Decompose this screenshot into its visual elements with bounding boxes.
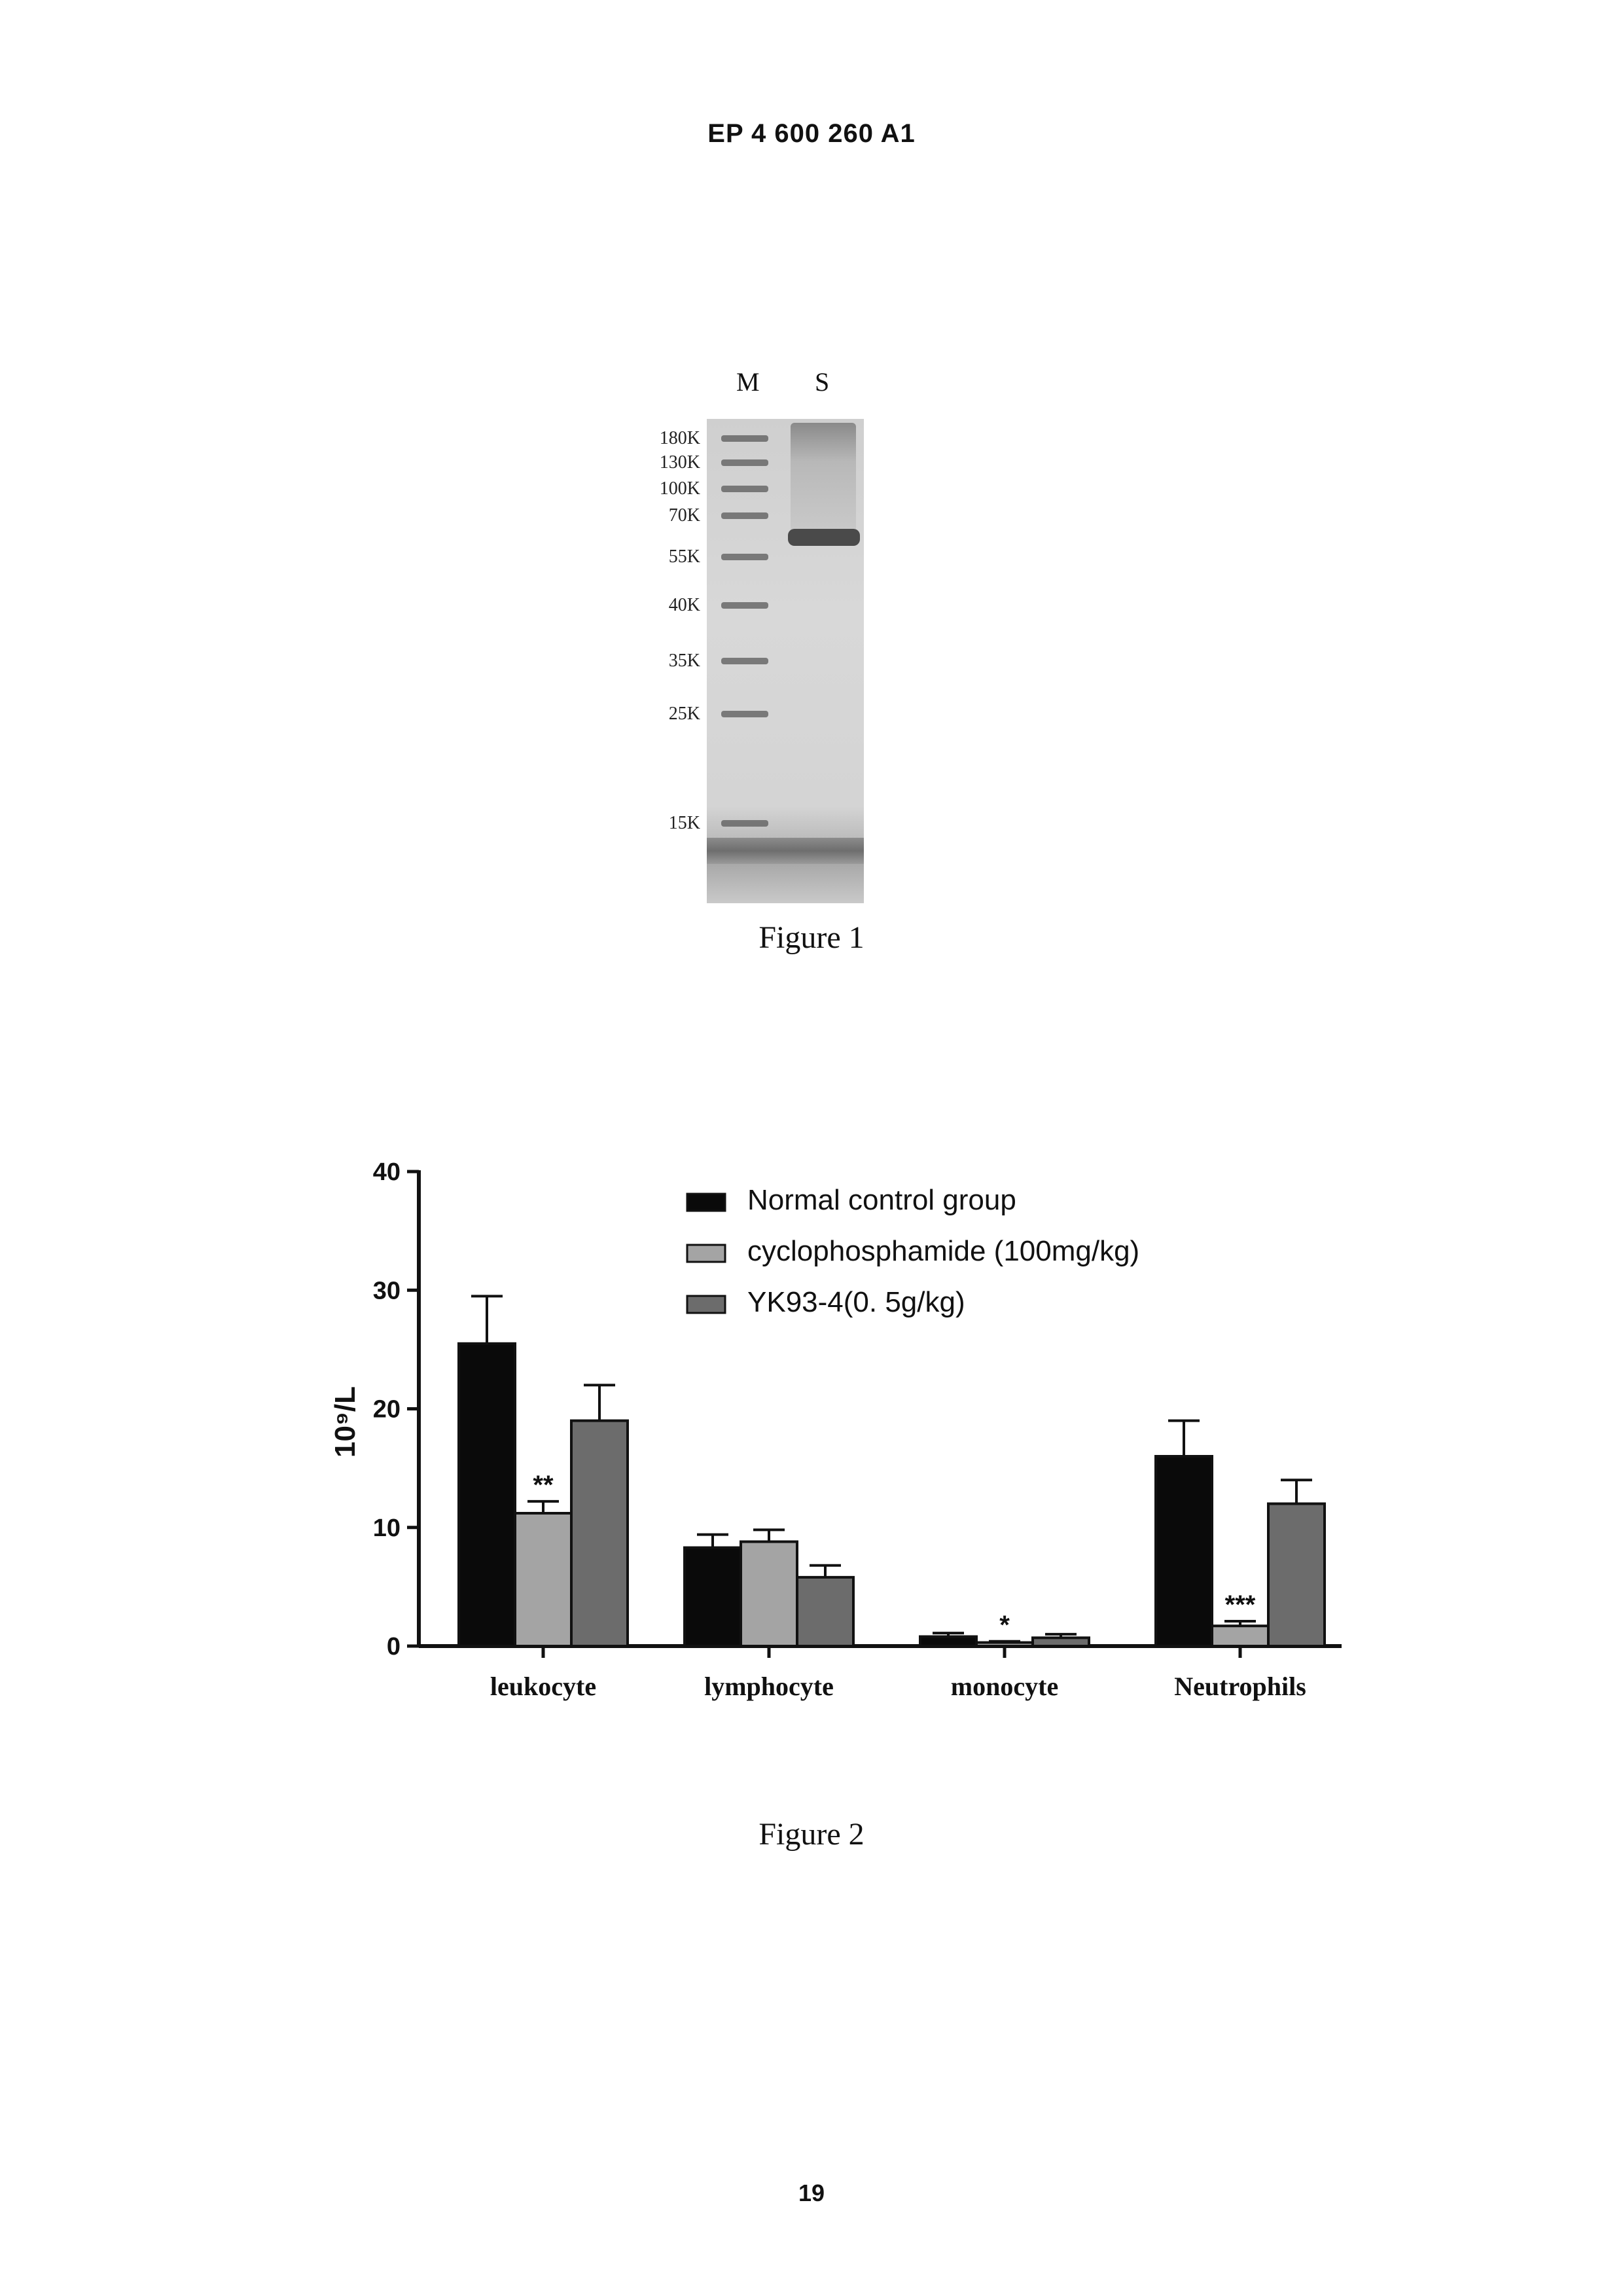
bar [515,1513,571,1646]
bar [571,1421,628,1646]
marker-label: 40K [669,595,700,616]
gel-figure: M S 180K 130K 100K 70K 55K 40K 35K 25K 15K [628,367,890,916]
blood-cell-bar-chart: 0 10 20 30 40 10⁹/L leukocyte lymphocyte monocyt… [308,1152,1355,1741]
marker-band [721,602,768,609]
marker-band [721,554,768,560]
bar [1156,1456,1212,1646]
figure1-caption: Figure 1 [0,920,1623,956]
bar [797,1577,853,1646]
marker-band [721,435,768,442]
publication-header: EP 4 600 260 A1 [0,119,1623,149]
marker-label: 70K [669,505,700,526]
bar [1212,1626,1268,1646]
marker-band [721,711,768,717]
gel-image [707,419,864,903]
legend-label: cyclophosphamide (100mg/kg) [747,1235,1139,1267]
legend-label: Normal control group [747,1184,1016,1216]
x-tick-label: leukocyte [490,1672,596,1701]
marker-band [721,486,768,492]
significance-mark: ** [533,1471,554,1499]
lane-label-m: M [736,367,760,397]
legend-swatch [687,1296,725,1313]
y-axis-label: 10⁹/L [329,1386,361,1458]
lane-label-s: S [815,367,829,397]
marker-label: 130K [660,452,700,473]
figure2-caption: Figure 2 [0,1816,1623,1852]
marker-band [721,658,768,664]
bar [741,1542,797,1647]
bar [685,1548,741,1646]
marker-label: 35K [669,651,700,672]
significance-mark: *** [1225,1590,1256,1619]
legend-swatch [687,1245,725,1262]
bar [976,1643,1033,1646]
marker-band [721,820,768,827]
y-tick-label: 0 [387,1633,401,1660]
significance-mark: * [999,1611,1010,1640]
x-tick-label: Neutrophils [1174,1672,1306,1701]
y-tick-label: 40 [373,1158,401,1186]
marker-band [721,459,768,466]
marker-label: 180K [660,428,700,449]
legend-label: YK93-4(0. 5g/kg) [747,1286,965,1318]
sample-smear [791,423,856,534]
sample-band [788,529,860,546]
marker-label: 55K [669,547,700,567]
y-tick-label: 10 [373,1515,401,1542]
x-tick-label: monocyte [951,1672,1058,1701]
bar [459,1344,515,1646]
y-tick-label: 30 [373,1277,401,1304]
bar [1033,1638,1089,1646]
marker-label: 100K [660,478,700,499]
legend-swatch [687,1194,725,1211]
page-number: 19 [0,2179,1623,2207]
marker-band [721,512,768,519]
dye-front [707,838,864,864]
bar [920,1637,976,1647]
y-tick-label: 20 [373,1396,401,1424]
marker-label: 25K [669,704,700,725]
x-tick-label: lymphocyte [704,1672,834,1701]
marker-label: 15K [669,813,700,834]
bar [1268,1504,1325,1647]
